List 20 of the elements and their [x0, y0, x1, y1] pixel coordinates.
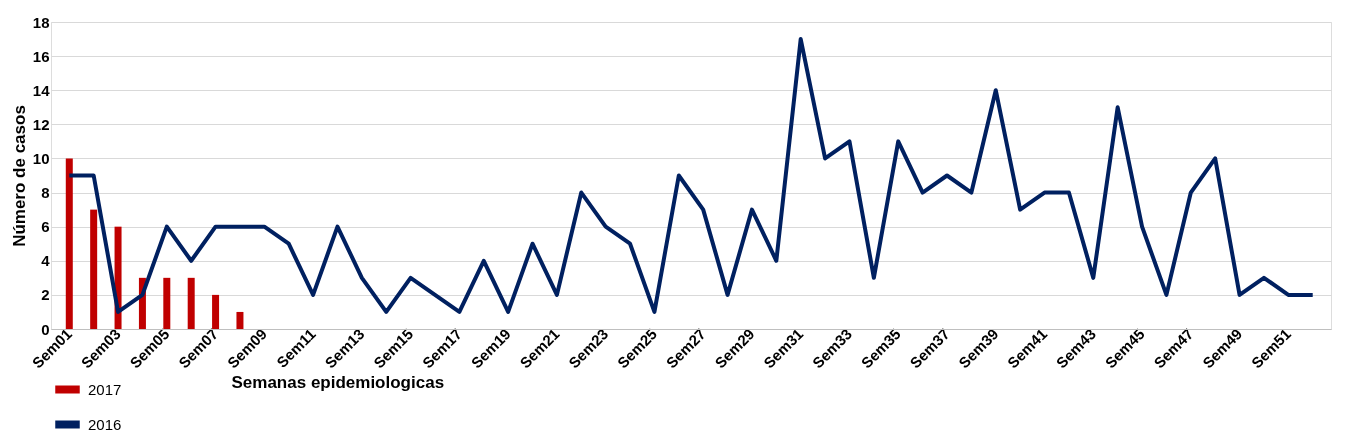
- bar: [187, 277, 195, 329]
- bar: [212, 294, 220, 329]
- line-series: [67, 37, 1315, 314]
- y-tick-label: 4: [41, 252, 51, 270]
- y-tick-label: 8: [41, 184, 50, 202]
- bar: [90, 209, 98, 329]
- y-tick-label: 14: [32, 81, 51, 99]
- y-tick-label: 2: [41, 286, 50, 304]
- y-tick-label: 18: [32, 13, 50, 31]
- y-axis-title: Número de casos: [9, 105, 29, 247]
- y-tick-label: 12: [32, 115, 50, 133]
- bar: [65, 158, 73, 329]
- y-tick-label: 10: [32, 149, 50, 167]
- x-axis-title: Semanas epidemiologicas: [231, 373, 445, 393]
- bar: [236, 311, 244, 329]
- legend-label: 2017: [88, 380, 122, 398]
- y-tick-label: 16: [32, 47, 50, 65]
- bar: [163, 277, 171, 329]
- legend-label: 2016: [88, 415, 122, 433]
- y-tick-label: 6: [41, 218, 50, 236]
